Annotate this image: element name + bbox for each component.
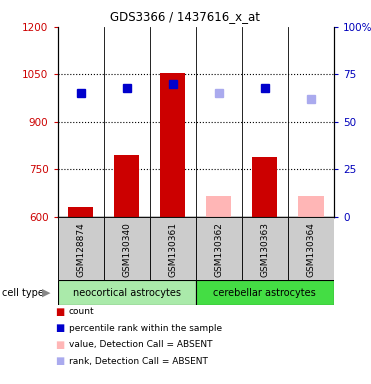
Text: rank, Detection Call = ABSENT: rank, Detection Call = ABSENT: [69, 357, 207, 366]
Bar: [58, 217, 104, 280]
Text: GSM130340: GSM130340: [122, 222, 131, 277]
Text: GDS3366 / 1437616_x_at: GDS3366 / 1437616_x_at: [111, 10, 260, 23]
Text: GSM130361: GSM130361: [168, 222, 177, 277]
Bar: [288, 217, 334, 280]
Bar: [104, 217, 150, 280]
Bar: [298, 196, 324, 217]
FancyBboxPatch shape: [58, 280, 196, 305]
Bar: [242, 217, 288, 280]
Text: ▶: ▶: [42, 288, 50, 298]
Text: GSM130362: GSM130362: [214, 222, 223, 277]
Text: ■: ■: [55, 356, 64, 366]
Bar: [252, 157, 278, 217]
Text: cerebellar astrocytes: cerebellar astrocytes: [213, 288, 316, 298]
Text: ■: ■: [55, 340, 64, 350]
Text: ■: ■: [55, 323, 64, 333]
Text: GSM130364: GSM130364: [306, 222, 315, 277]
Text: value, Detection Call = ABSENT: value, Detection Call = ABSENT: [69, 340, 212, 349]
Bar: [68, 207, 93, 217]
Text: GSM130363: GSM130363: [260, 222, 269, 277]
Bar: [160, 73, 186, 217]
Bar: [196, 217, 242, 280]
Text: cell type: cell type: [2, 288, 44, 298]
Bar: [206, 196, 232, 217]
Bar: [114, 155, 139, 217]
Text: percentile rank within the sample: percentile rank within the sample: [69, 324, 222, 333]
Bar: [150, 217, 196, 280]
Text: ■: ■: [55, 307, 64, 317]
FancyBboxPatch shape: [196, 280, 334, 305]
Text: neocortical astrocytes: neocortical astrocytes: [73, 288, 181, 298]
Bar: [58, 217, 334, 280]
Text: GSM128874: GSM128874: [76, 222, 85, 277]
Text: count: count: [69, 307, 94, 316]
